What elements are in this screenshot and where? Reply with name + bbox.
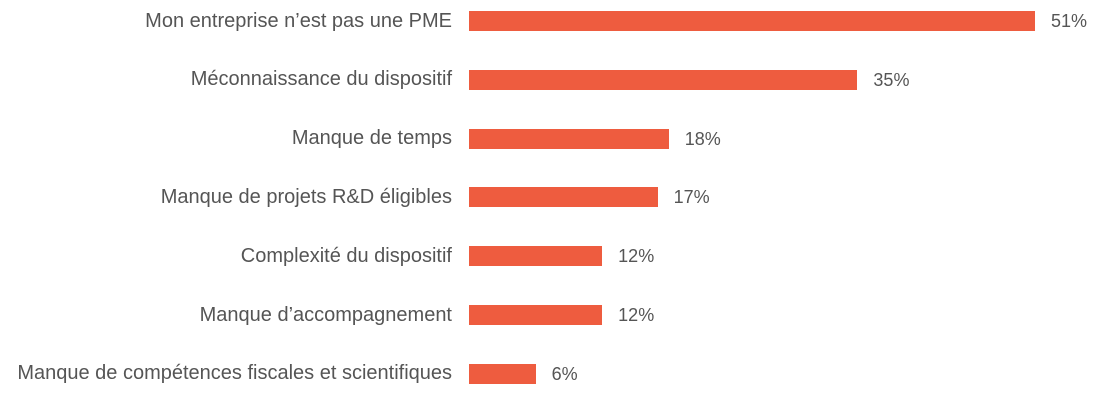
bar-row: Méconnaissance du dispositif 35% [0, 51, 1113, 109]
category-label: Méconnaissance du dispositif [190, 68, 452, 91]
category-label-box: Mon entreprise n’est pas une PME [0, 0, 452, 50]
category-label: Complexité du dispositif [240, 244, 452, 267]
value-label: 35% [873, 69, 910, 90]
bar [469, 305, 603, 325]
bar [469, 363, 536, 384]
bar [469, 128, 669, 149]
category-label: Mon entreprise n’est pas une PME [145, 9, 452, 32]
category-label-box: Manque de temps [0, 110, 452, 168]
category-label-box: Manque de compétences fiscales et scient… [0, 345, 452, 400]
category-label: Manque de compétences fiscales et scient… [17, 362, 452, 385]
bar [469, 11, 1035, 31]
value-label: 18% [684, 128, 721, 149]
category-label: Manque de temps [291, 127, 452, 150]
category-label: Manque de projets R&D éligibles [160, 185, 452, 208]
bar-row: Manque de compétences fiscales et scient… [0, 345, 1113, 400]
category-label: Manque d’accompagnement [199, 303, 452, 326]
category-label-box: Manque de projets R&D éligibles [0, 168, 452, 226]
category-label-box: Méconnaissance du dispositif [0, 51, 452, 109]
bar-row: Manque de temps 18% [0, 110, 1113, 168]
bar [469, 69, 858, 90]
bar-row: Mon entreprise n’est pas une PME 51% [0, 0, 1113, 50]
value-label: 6% [551, 363, 578, 384]
category-label-box: Complexité du dispositif [0, 227, 452, 285]
value-label: 12% [618, 246, 655, 267]
bar [469, 187, 658, 208]
value-label: 17% [673, 187, 710, 208]
category-label-box: Manque d’accompagnement [0, 286, 452, 344]
bar [469, 246, 603, 267]
bar-row: Complexité du dispositif 12% [0, 227, 1113, 285]
bar-row: Manque de projets R&D éligibles 17% [0, 168, 1113, 226]
value-label: 12% [618, 305, 655, 325]
value-label: 51% [1051, 11, 1088, 31]
bar-row: Manque d’accompagnement 12% [0, 286, 1113, 344]
